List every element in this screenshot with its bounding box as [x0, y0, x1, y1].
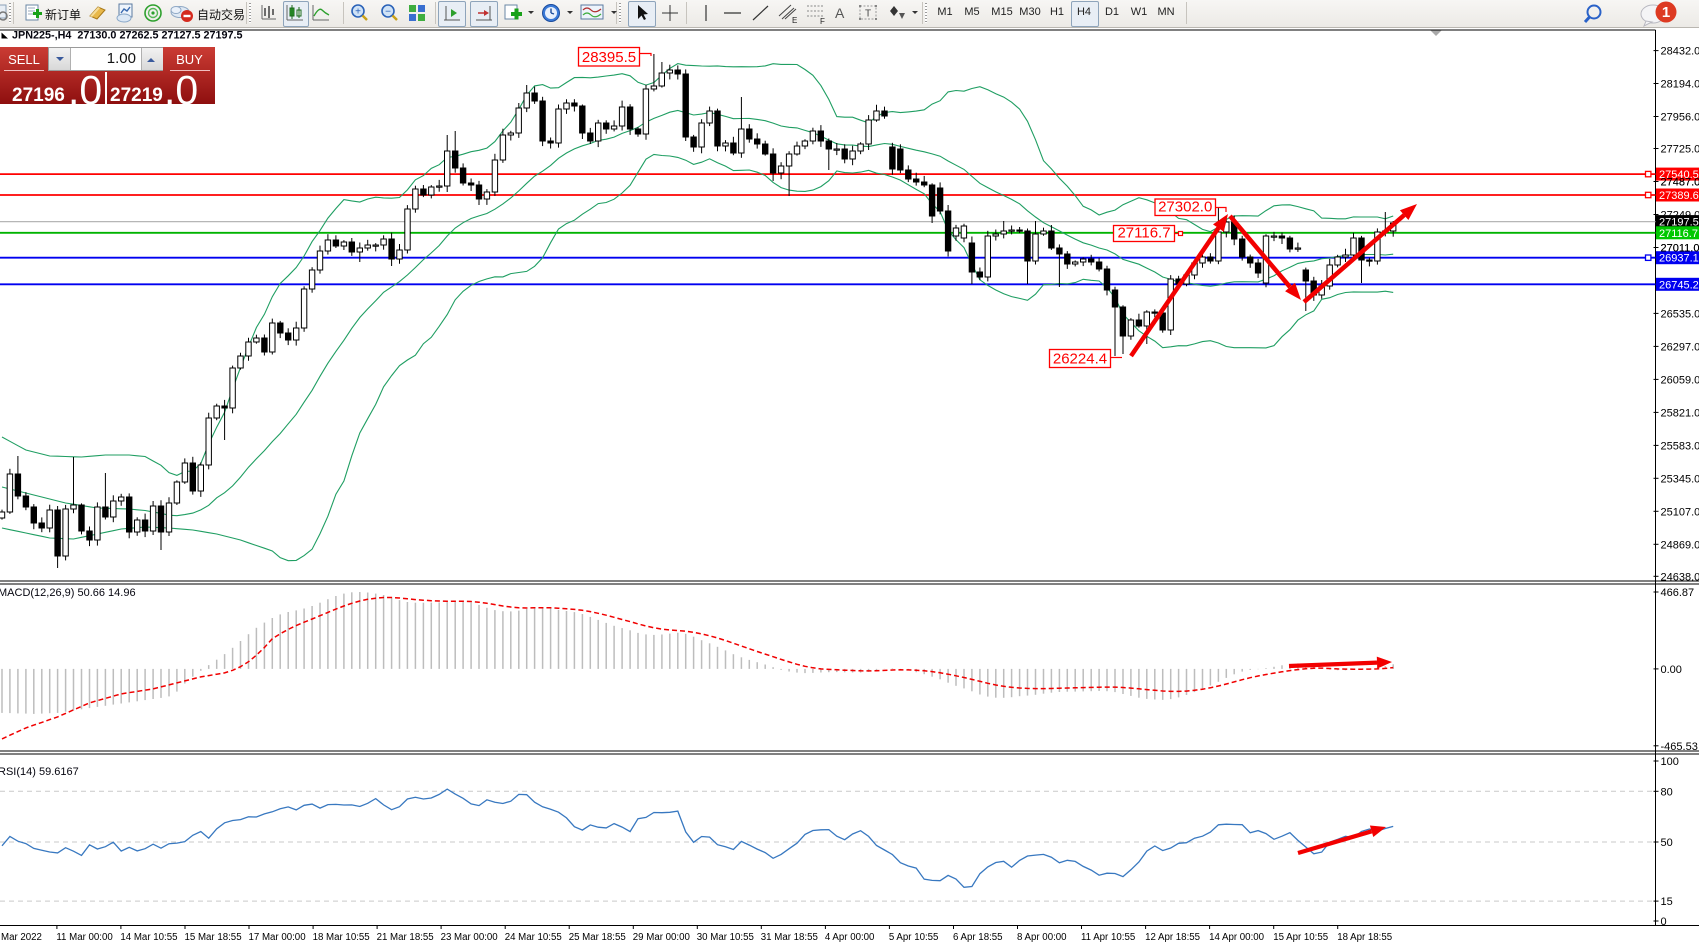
svg-text:24 Mar 10:55: 24 Mar 10:55 — [505, 932, 562, 943]
svg-text:50: 50 — [1661, 837, 1673, 849]
svg-text:29 Mar 00:00: 29 Mar 00:00 — [633, 932, 691, 943]
svg-text:466.87: 466.87 — [1661, 587, 1695, 599]
svg-text:25821.0: 25821.0 — [1661, 407, 1699, 419]
svg-text:25107.0: 25107.0 — [1661, 506, 1699, 518]
svg-text:24869.0: 24869.0 — [1661, 539, 1699, 551]
svg-text:MACD(12,26,9) 50.66 14.96: MACD(12,26,9) 50.66 14.96 — [0, 587, 136, 599]
svg-text:Mar 2022: Mar 2022 — [1, 932, 42, 943]
svg-text:4 Apr 00:00: 4 Apr 00:00 — [825, 932, 875, 943]
svg-text:27302.0: 27302.0 — [1158, 199, 1212, 216]
svg-text:25345.0: 25345.0 — [1661, 473, 1699, 485]
svg-text:12 Apr 18:55: 12 Apr 18:55 — [1145, 932, 1200, 943]
svg-text:27956.0: 27956.0 — [1661, 112, 1699, 124]
svg-text:17 Mar 00:00: 17 Mar 00:00 — [249, 932, 307, 943]
svg-text:26297.0: 26297.0 — [1661, 341, 1699, 353]
svg-text:15: 15 — [1661, 896, 1673, 908]
svg-text:25583.0: 25583.0 — [1661, 440, 1699, 452]
svg-text:21 Mar 18:55: 21 Mar 18:55 — [377, 932, 434, 943]
svg-text:26937.1: 26937.1 — [1659, 253, 1699, 265]
svg-text:27197.5: 27197.5 — [1659, 217, 1699, 229]
svg-text:-465.53: -465.53 — [1661, 741, 1698, 753]
svg-text:27487.0: 27487.0 — [1661, 177, 1699, 189]
svg-text:+: + — [355, 7, 361, 18]
svg-text:28194.0: 28194.0 — [1661, 79, 1699, 91]
svg-text:E: E — [792, 16, 797, 25]
svg-text:RSI(14) 59.6167: RSI(14) 59.6167 — [0, 766, 79, 778]
svg-text:5 Apr 10:55: 5 Apr 10:55 — [889, 932, 939, 943]
svg-text:T: T — [865, 9, 871, 20]
svg-text:26745.2: 26745.2 — [1659, 279, 1699, 291]
svg-text:80: 80 — [1661, 786, 1673, 798]
svg-text:11 Mar 00:00: 11 Mar 00:00 — [56, 932, 113, 943]
svg-text:100: 100 — [1661, 756, 1679, 768]
svg-text:27116.7: 27116.7 — [1659, 228, 1698, 240]
svg-text:27725.0: 27725.0 — [1661, 144, 1699, 156]
svg-text:24638.0: 24638.0 — [1661, 571, 1699, 583]
svg-text:27116.7: 27116.7 — [1117, 225, 1170, 242]
svg-text:6 Apr 18:55: 6 Apr 18:55 — [953, 932, 1003, 943]
svg-text:30 Mar 10:55: 30 Mar 10:55 — [697, 932, 754, 943]
svg-text:15 Mar 18:55: 15 Mar 18:55 — [185, 932, 242, 943]
svg-text:27540.5: 27540.5 — [1659, 169, 1699, 181]
svg-text:1: 1 — [1662, 4, 1670, 21]
svg-text:JPN225-,H4 27130.0 27262.5 27: JPN225-,H4 27130.0 27262.5 27127.5 27197… — [12, 29, 243, 41]
svg-text:26059.0: 26059.0 — [1661, 374, 1699, 386]
svg-text:28432.0: 28432.0 — [1661, 46, 1699, 58]
svg-text:14 Mar 10:55: 14 Mar 10:55 — [120, 932, 177, 943]
svg-text:18 Apr 18:55: 18 Apr 18:55 — [1337, 932, 1392, 943]
svg-text:28395.5: 28395.5 — [582, 49, 636, 66]
svg-text:8 Apr 00:00: 8 Apr 00:00 — [1017, 932, 1067, 943]
svg-text:18 Mar 10:55: 18 Mar 10:55 — [313, 932, 370, 943]
svg-text:31 Mar 18:55: 31 Mar 18:55 — [761, 932, 818, 943]
svg-text:27389.6: 27389.6 — [1659, 190, 1699, 202]
svg-text:0.00: 0.00 — [1661, 664, 1682, 676]
svg-text:−: − — [385, 7, 391, 18]
svg-text:25 Mar 18:55: 25 Mar 18:55 — [569, 932, 626, 943]
svg-text:15 Apr 10:55: 15 Apr 10:55 — [1273, 932, 1328, 943]
svg-text:F: F — [820, 17, 825, 25]
svg-text:23 Mar 00:00: 23 Mar 00:00 — [441, 932, 499, 943]
svg-text:11 Apr 10:55: 11 Apr 10:55 — [1081, 932, 1135, 943]
svg-text:14 Apr 00:00: 14 Apr 00:00 — [1209, 932, 1265, 943]
svg-text:26224.4: 26224.4 — [1053, 351, 1107, 368]
svg-text:0: 0 — [1661, 916, 1667, 928]
svg-text:27011.0: 27011.0 — [1661, 243, 1699, 255]
svg-text:26535.0: 26535.0 — [1661, 308, 1699, 320]
